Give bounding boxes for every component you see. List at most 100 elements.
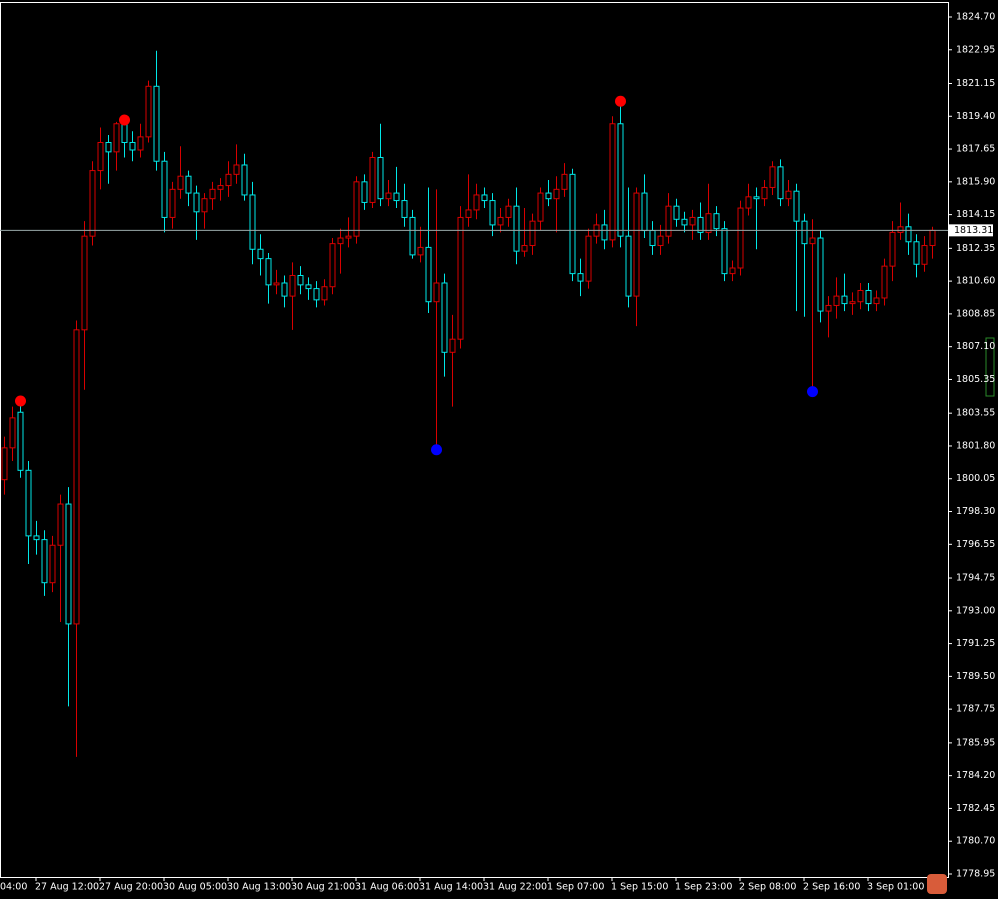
y-tick-label: 1810.60	[956, 276, 995, 287]
candle-body	[761, 186, 768, 200]
y-tick-label: 1791.25	[956, 638, 995, 649]
candle-body	[129, 141, 136, 151]
candle-body	[73, 329, 80, 625]
candle-body	[473, 194, 480, 211]
candle-body	[201, 198, 208, 213]
candle-body	[665, 205, 672, 237]
y-tick-label: 1787.75	[956, 704, 995, 715]
candle-body	[817, 237, 824, 312]
candle-body	[561, 173, 568, 190]
candle-body	[537, 192, 544, 222]
candle-body	[441, 282, 448, 353]
candle-body	[617, 123, 624, 237]
candle-body	[49, 544, 56, 584]
x-tick-label: 27 Aug 12:00	[35, 882, 99, 893]
x-tick-label: 2 Sep 16:00	[803, 882, 860, 893]
x-tick-label: 30 Aug 13:00	[227, 882, 291, 893]
candle-body	[881, 265, 888, 299]
candle-body	[321, 286, 328, 301]
candle-body	[801, 220, 808, 245]
candle-body	[609, 123, 616, 241]
y-tick-label: 1794.75	[956, 573, 995, 584]
y-tick-label: 1807.10	[956, 341, 995, 352]
candle-body	[905, 226, 912, 243]
candle-body	[729, 267, 736, 275]
candle-body	[697, 216, 704, 233]
candle-body	[81, 235, 88, 331]
y-tick-label: 1782.45	[956, 803, 995, 814]
candle-body	[713, 213, 720, 230]
candle-body	[553, 188, 560, 200]
candle-body	[241, 164, 248, 196]
candle-body	[17, 411, 24, 471]
candle-body	[601, 224, 608, 241]
y-tick-label: 1812.35	[956, 243, 995, 254]
fractal-up	[615, 95, 626, 107]
candle-body	[505, 205, 512, 218]
y-tick-label: 1821.15	[956, 78, 995, 89]
candle-body	[305, 284, 312, 290]
candle-body	[681, 218, 688, 226]
y-tick-label: 1789.50	[956, 671, 995, 682]
candle-body	[513, 205, 520, 252]
candle-body	[825, 304, 832, 312]
candle-body	[65, 503, 72, 625]
y-tick-label: 1785.95	[956, 737, 995, 748]
x-tick-label: 3 Sep 01:00	[867, 882, 924, 893]
x-tick-label: 1 Sep 15:00	[611, 882, 668, 893]
candle-body	[337, 237, 344, 245]
candle-body	[913, 241, 920, 265]
y-tick-label: 1814.15	[956, 209, 995, 220]
x-tick-label: 1 Sep 07:00	[547, 882, 604, 893]
candle-body	[193, 192, 200, 213]
candle-body	[329, 243, 336, 288]
candle-body	[721, 228, 728, 275]
candle-body	[393, 192, 400, 202]
candle-body	[465, 209, 472, 218]
candle-body	[545, 192, 552, 200]
x-tick-label: 31 Aug 06:00	[355, 882, 419, 893]
x-tick-label: 27 Aug 20:00	[99, 882, 163, 893]
y-tick-label: 1801.80	[956, 440, 995, 451]
candle-body	[873, 297, 880, 305]
plot-frame	[0, 2, 949, 878]
candle-body	[577, 273, 584, 282]
candle-body	[401, 200, 408, 218]
candle-body	[921, 245, 928, 265]
candle-body	[897, 226, 904, 233]
candle-body	[225, 173, 232, 187]
scroll-handle[interactable]	[985, 337, 995, 397]
candle-body	[161, 160, 168, 218]
candle-body	[625, 235, 632, 297]
current-price-label: 1813.31	[954, 225, 993, 236]
candle-body	[353, 181, 360, 237]
candle-body	[433, 282, 440, 303]
candle-body	[449, 338, 456, 353]
candle-body	[209, 188, 216, 200]
candle-body	[633, 192, 640, 297]
candle-body	[89, 170, 96, 237]
candle-body	[233, 164, 240, 175]
candle-body	[889, 231, 896, 267]
candle-body	[857, 289, 864, 303]
current-price-box	[949, 224, 993, 237]
candle-body	[409, 216, 416, 256]
x-tick-label: 31 Aug 22:00	[483, 882, 547, 893]
candle-body	[673, 205, 680, 220]
candle-body	[793, 190, 800, 222]
candle-body	[33, 535, 40, 541]
candle-body	[217, 185, 224, 190]
candle-body	[57, 503, 64, 546]
fractal-up	[15, 395, 26, 407]
y-tick-label: 1824.70	[956, 11, 995, 22]
candle-body	[865, 289, 872, 305]
y-tick-label: 1805.35	[956, 374, 995, 385]
y-tick-label: 1815.90	[956, 176, 995, 187]
candle-body	[497, 216, 504, 226]
candle-body	[641, 192, 648, 232]
y-tick-label: 1798.30	[956, 506, 995, 517]
candle-body	[41, 539, 48, 584]
candle-body	[417, 246, 424, 256]
candle-body	[137, 136, 144, 151]
